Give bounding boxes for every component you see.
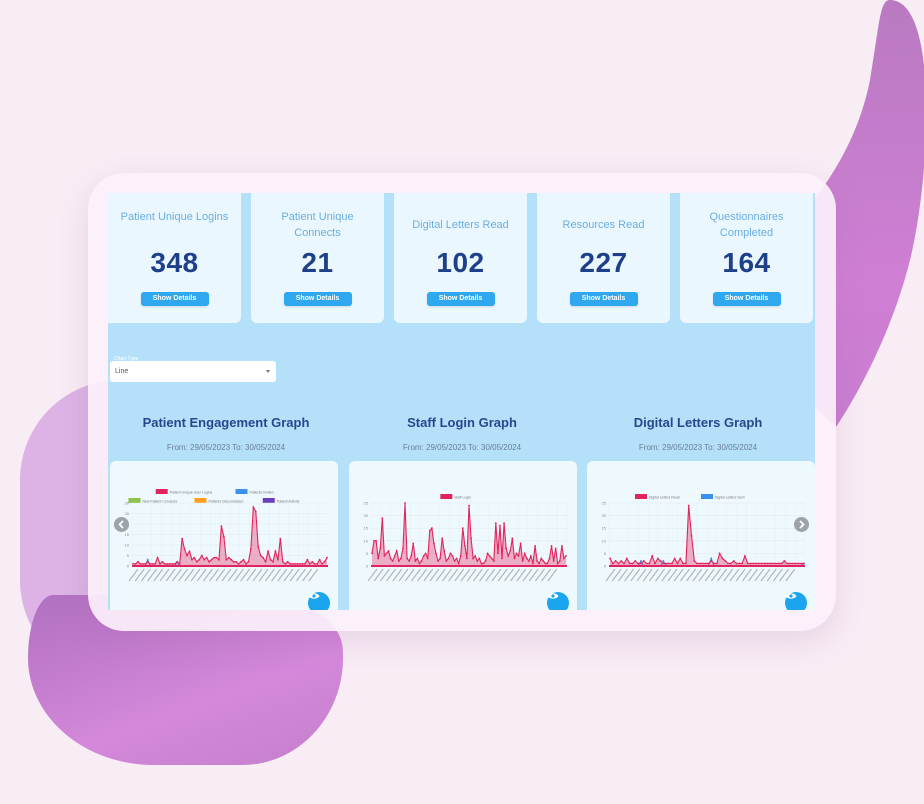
svg-text:25: 25 [602, 501, 607, 506]
chart-type-value: Line [115, 368, 129, 375]
stat-label: Resources Read [562, 219, 645, 231]
chevron-right-icon [799, 520, 805, 529]
staff-login-chart: Staff Login 0 5 10 15 20 25 [349, 461, 577, 610]
stats-row: Patient Unique Logins 348 Show Details P… [108, 193, 815, 323]
svg-text:Digital Letters Sent: Digital Letters Sent [715, 496, 745, 500]
stat-value: 227 [579, 247, 628, 278]
staff-login-date-range: From: 29/05/2023 To: 30/05/2024 [402, 443, 522, 452]
carousel-prev-button[interactable] [114, 517, 129, 532]
chevron-down-icon [266, 370, 270, 373]
eye-icon [308, 593, 320, 599]
digital-letters-date-range: From: 29/05/2023 To: 30/05/2024 [638, 443, 758, 452]
svg-text:Patient Unique User Logins: Patient Unique User Logins [170, 491, 213, 495]
svg-text:15: 15 [364, 526, 369, 531]
svg-text:5: 5 [127, 553, 130, 558]
stat-value: 21 [301, 247, 334, 278]
show-details-button[interactable]: Show Details [712, 292, 781, 306]
chart-type-select[interactable]: Line [110, 361, 276, 382]
show-details-button[interactable]: Show Details [426, 292, 495, 306]
digital-letters-line-chart: Digital Letters Read Digital Letters Sent… [602, 494, 806, 582]
patient-engagement-date-range: From: 29/05/2023 To: 30/05/2024 [166, 443, 286, 452]
svg-text:Digital Letters Read: Digital Letters Read [649, 496, 680, 500]
chart-type-label: Chart Type [114, 356, 139, 362]
view-graph-button[interactable] [308, 592, 330, 610]
digital-letters-graph-title: Digital Letters Graph [633, 415, 763, 430]
show-details-button[interactable]: Show Details [140, 292, 209, 306]
view-graph-button[interactable] [547, 592, 569, 610]
stat-label: Patient Unique Connects [281, 211, 354, 239]
svg-text:20: 20 [602, 513, 607, 518]
carousel-next-button[interactable] [794, 517, 809, 532]
chevron-left-icon [118, 520, 124, 529]
stat-value: 348 [150, 247, 199, 278]
svg-text:5: 5 [366, 551, 369, 556]
svg-text:0: 0 [127, 564, 130, 569]
stat-card-digital-letters-read: Digital Letters Read 102 Show Details [394, 193, 527, 323]
svg-text:Staff Login: Staff Login [454, 496, 471, 500]
stat-value: 164 [722, 247, 771, 278]
svg-text:0: 0 [604, 564, 607, 569]
stat-label: Patient Unique Logins [120, 211, 229, 223]
svg-text:10: 10 [602, 538, 607, 543]
stat-card-patient-unique-connects: Patient Unique Connects 21 Show Details [251, 193, 384, 323]
svg-text:Patients Disconnected: Patients Disconnected [208, 500, 243, 504]
stat-label: Questionnaires Completed [709, 211, 784, 239]
stat-value: 102 [436, 247, 485, 278]
svg-text:Patient Activity: Patient Activity [277, 500, 300, 504]
stat-card-questionnaires-completed: Questionnaires Completed 164 Show Detail… [680, 193, 813, 323]
stat-label: Digital Letters Read [412, 219, 509, 231]
eye-icon [785, 593, 797, 599]
svg-text:15: 15 [602, 526, 607, 531]
svg-text:30: 30 [125, 501, 130, 506]
svg-text:15: 15 [125, 532, 130, 537]
patient-engagement-graph-title: Patient Engagement Graph [142, 415, 310, 430]
svg-text:Patients Invited: Patients Invited [250, 491, 274, 495]
stat-card-patient-unique-logins: Patient Unique Logins 348 Show Details [108, 193, 241, 323]
show-details-button[interactable]: Show Details [283, 292, 352, 306]
svg-text:10: 10 [364, 538, 369, 543]
staff-login-line-chart: Staff Login 0 5 10 15 20 25 [364, 494, 568, 582]
stat-card-resources-read: Resources Read 227 Show Details [537, 193, 670, 323]
digital-letters-chart: Digital Letters Read Digital Letters Sent… [587, 461, 815, 610]
patient-engagement-chart: Patient Unique User Logins Patients Invit… [110, 461, 338, 610]
svg-text:25: 25 [125, 511, 130, 516]
svg-text:0: 0 [366, 564, 369, 569]
svg-text:20: 20 [364, 513, 369, 518]
dashboard-screen: Patient Unique Logins 348 Show Details P… [108, 193, 815, 610]
staff-login-graph-title: Staff Login Graph [407, 415, 517, 430]
show-details-button[interactable]: Show Details [569, 292, 638, 306]
patient-engagement-line-chart: Patient Unique User Logins Patients Invit… [125, 489, 329, 582]
eye-icon [547, 593, 559, 599]
view-graph-button[interactable] [785, 592, 807, 610]
svg-text:10: 10 [125, 543, 130, 548]
svg-text:5: 5 [604, 551, 607, 556]
svg-text:25: 25 [364, 501, 369, 506]
svg-text:New Patient Connects: New Patient Connects [142, 500, 177, 504]
